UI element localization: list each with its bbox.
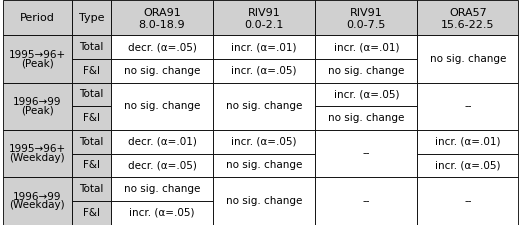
Bar xyxy=(315,177,417,225)
Bar xyxy=(417,130,518,153)
Text: 8.0-18.9: 8.0-18.9 xyxy=(139,20,185,30)
Text: 1996→99: 1996→99 xyxy=(13,97,62,107)
Text: F&I: F&I xyxy=(83,113,100,123)
Text: --: -- xyxy=(363,148,370,159)
Bar xyxy=(315,130,417,177)
Text: incr. (α=.05): incr. (α=.05) xyxy=(334,89,399,99)
Text: RIV91: RIV91 xyxy=(350,8,383,18)
Text: decr. (α=.05): decr. (α=.05) xyxy=(128,160,196,170)
Bar xyxy=(417,0,518,35)
Bar xyxy=(72,177,111,201)
Text: no sig. change: no sig. change xyxy=(226,160,303,170)
Text: incr. (α=.01): incr. (α=.01) xyxy=(334,42,399,52)
Bar xyxy=(111,153,213,177)
Text: decr. (α=.01): decr. (α=.01) xyxy=(128,137,196,147)
Text: (Weekday): (Weekday) xyxy=(10,200,65,210)
Text: incr. (α=.05): incr. (α=.05) xyxy=(129,208,195,218)
Text: --: -- xyxy=(464,196,472,206)
Text: (Peak): (Peak) xyxy=(21,58,54,68)
Bar xyxy=(417,83,518,130)
Bar xyxy=(417,153,518,177)
Text: no sig. change: no sig. change xyxy=(226,101,303,111)
Text: Total: Total xyxy=(79,137,104,147)
Text: ORA57: ORA57 xyxy=(449,8,487,18)
Bar xyxy=(72,83,111,106)
Text: no sig. change: no sig. change xyxy=(328,113,404,123)
Bar xyxy=(3,130,72,177)
Text: 1995→96+: 1995→96+ xyxy=(9,144,66,154)
Text: Total: Total xyxy=(79,89,104,99)
Bar xyxy=(417,35,518,83)
Text: incr. (α=.05): incr. (α=.05) xyxy=(435,160,501,170)
Text: 15.6-22.5: 15.6-22.5 xyxy=(441,20,495,30)
Bar xyxy=(213,0,315,35)
Bar xyxy=(3,35,72,83)
Bar xyxy=(3,83,72,130)
Bar xyxy=(213,130,315,153)
Bar xyxy=(315,83,417,106)
Bar xyxy=(417,177,518,225)
Bar xyxy=(315,35,417,59)
Text: 1996→99: 1996→99 xyxy=(13,192,62,202)
Text: decr. (α=.05): decr. (α=.05) xyxy=(128,42,196,52)
Text: no sig. change: no sig. change xyxy=(328,66,404,76)
Bar xyxy=(72,59,111,83)
Bar xyxy=(111,201,213,225)
Text: Total: Total xyxy=(79,184,104,194)
Text: ORA91: ORA91 xyxy=(143,8,181,18)
Text: no sig. change: no sig. change xyxy=(124,184,200,194)
Bar xyxy=(213,35,315,59)
Text: (Peak): (Peak) xyxy=(21,106,54,115)
Text: Type: Type xyxy=(79,13,104,23)
Text: no sig. change: no sig. change xyxy=(226,196,303,206)
Text: RIV91: RIV91 xyxy=(248,8,281,18)
Text: no sig. change: no sig. change xyxy=(430,54,506,64)
Bar xyxy=(72,35,111,59)
Text: no sig. change: no sig. change xyxy=(124,101,200,111)
Text: 1995→96+: 1995→96+ xyxy=(9,50,66,60)
Bar xyxy=(72,153,111,177)
Bar xyxy=(213,59,315,83)
Bar xyxy=(72,106,111,130)
Text: incr. (α=.05): incr. (α=.05) xyxy=(231,137,297,147)
Bar xyxy=(3,0,72,35)
Text: Total: Total xyxy=(79,42,104,52)
Bar xyxy=(315,106,417,130)
Bar xyxy=(111,0,213,35)
Text: --: -- xyxy=(464,101,472,111)
Text: --: -- xyxy=(363,196,370,206)
Text: incr. (α=.01): incr. (α=.01) xyxy=(435,137,501,147)
Bar xyxy=(72,201,111,225)
Text: (Weekday): (Weekday) xyxy=(10,153,65,163)
Bar xyxy=(111,35,213,59)
Bar xyxy=(213,177,315,225)
Text: no sig. change: no sig. change xyxy=(124,66,200,76)
Bar xyxy=(213,83,315,130)
Bar xyxy=(111,83,213,130)
Text: F&I: F&I xyxy=(83,160,100,170)
Bar xyxy=(111,130,213,153)
Text: 0.0-7.5: 0.0-7.5 xyxy=(347,20,386,30)
Bar xyxy=(72,130,111,153)
Bar xyxy=(315,59,417,83)
Text: incr. (α=.05): incr. (α=.05) xyxy=(231,66,297,76)
Bar xyxy=(213,153,315,177)
Bar xyxy=(111,59,213,83)
Bar xyxy=(72,0,111,35)
Text: F&I: F&I xyxy=(83,66,100,76)
Text: Period: Period xyxy=(20,13,55,23)
Bar xyxy=(3,177,72,225)
Text: 0.0-2.1: 0.0-2.1 xyxy=(244,20,284,30)
Text: F&I: F&I xyxy=(83,208,100,218)
Text: incr. (α=.01): incr. (α=.01) xyxy=(231,42,297,52)
Bar xyxy=(111,177,213,201)
Bar xyxy=(315,0,417,35)
